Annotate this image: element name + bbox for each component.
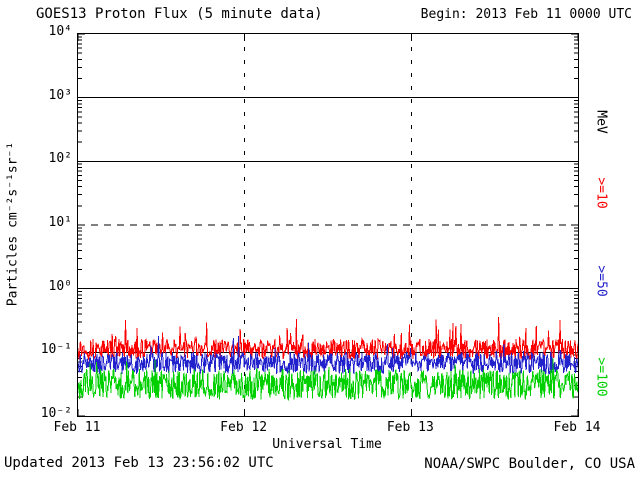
- series-line: [78, 317, 578, 361]
- series-label-ge50: >=50: [593, 265, 609, 297]
- right-axis-unit-label: MeV: [593, 110, 609, 134]
- plot-canvas: [78, 34, 578, 416]
- credit-label: NOAA/SWPC Boulder, CO USA: [424, 456, 635, 472]
- x-tick-label: Feb 14: [553, 420, 601, 435]
- x-tick-label: Feb 12: [220, 420, 268, 435]
- x-tick-label: Feb 11: [53, 420, 101, 435]
- x-axis-label: Universal Time: [272, 437, 382, 452]
- y-tick-label: 10³: [48, 87, 72, 103]
- series-line: [78, 335, 578, 376]
- series-label-ge10: >=10: [593, 177, 609, 209]
- y-tick-label: 10⁻¹: [40, 342, 72, 358]
- y-axis-label: Particles cm⁻²s⁻¹sr⁻¹: [5, 141, 21, 307]
- y-tick-label: 10²: [48, 151, 72, 167]
- begin-timestamp: Begin: 2013 Feb 11 0000 UTC: [420, 7, 632, 22]
- series-label-ge100: >=100: [593, 357, 609, 397]
- x-tick-label: Feb 13: [386, 420, 434, 435]
- y-tick-label: 10⁰: [48, 278, 72, 294]
- series-line: [78, 358, 578, 402]
- plot-area: [77, 33, 579, 417]
- y-tick-label: 10⁻²: [40, 406, 72, 421]
- y-tick-label: 10⁴: [48, 24, 72, 39]
- chart-title: GOES13 Proton Flux (5 minute data): [36, 6, 323, 22]
- y-tick-label: 10¹: [48, 215, 72, 230]
- updated-timestamp: Updated 2013 Feb 13 23:56:02 UTC: [4, 455, 274, 471]
